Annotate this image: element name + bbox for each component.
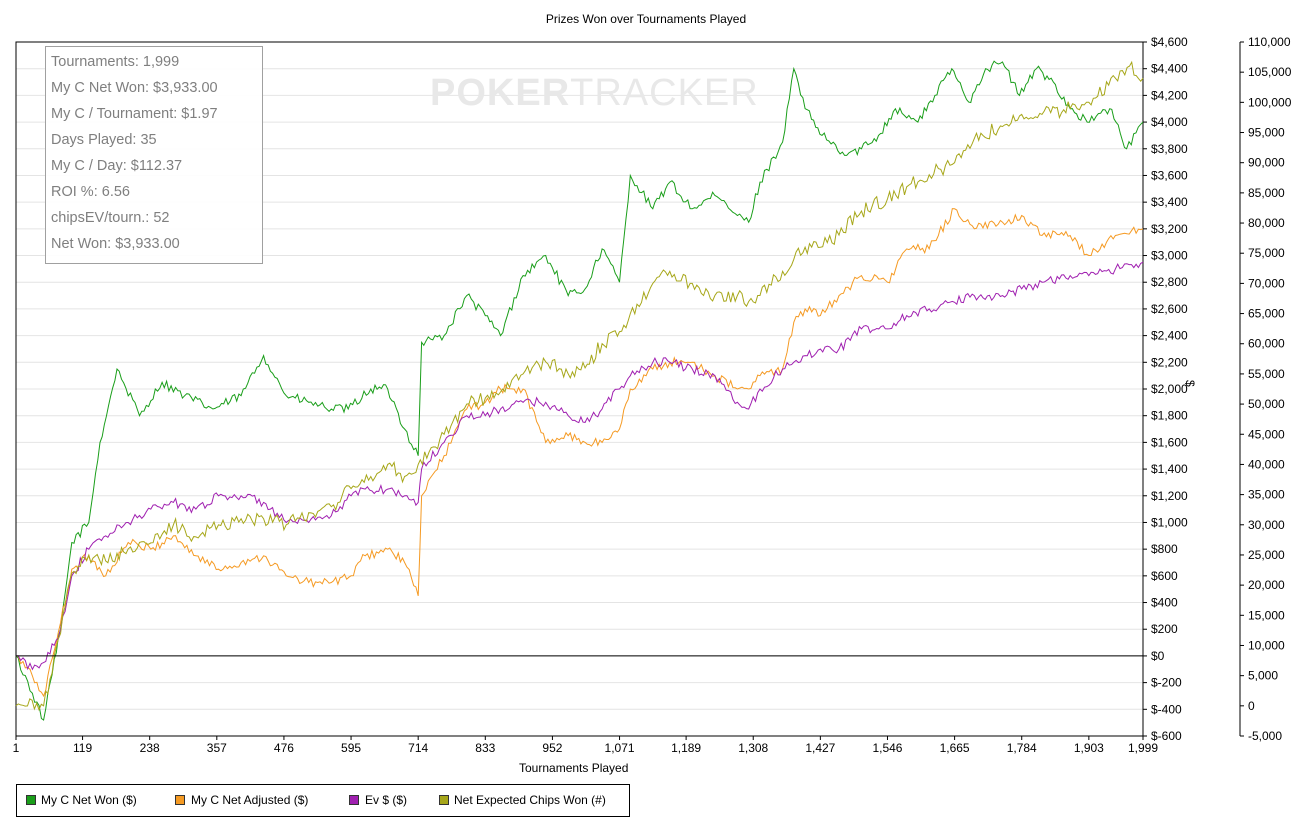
y-tick-label: $-600 [1151, 729, 1182, 743]
y2-tick-label: 25,000 [1248, 548, 1285, 562]
y2-tick-label: 0 [1248, 699, 1255, 713]
y2-tick-label: 45,000 [1248, 427, 1285, 441]
stat-net-won-total: Net Won: $3,933.00 [51, 236, 180, 252]
y-tick-label: $3,600 [1151, 168, 1188, 182]
y-tick-label: $1,200 [1151, 489, 1188, 503]
x-tick-label: 1,071 [605, 741, 635, 755]
legend-label-expected-chips: Net Expected Chips Won (#) [454, 793, 606, 807]
legend-swatch-expected-chips [439, 795, 449, 805]
y-tick-label: $-200 [1151, 676, 1182, 690]
y2-tick-label: 5,000 [1248, 669, 1278, 683]
x-tick-label: 1,189 [671, 741, 701, 755]
stat-tournaments: Tournaments: 1,999 [51, 54, 180, 70]
y2-tick-label: 20,000 [1248, 578, 1285, 592]
legend: My C Net Won ($) My C Net Adjusted ($) E… [16, 784, 630, 817]
y-tick-label: $4,000 [1151, 115, 1188, 129]
y-tick-label: $200 [1151, 622, 1178, 636]
x-tick-label: 833 [475, 741, 495, 755]
chart-title: Prizes Won over Tournaments Played [545, 12, 747, 26]
y-tick-label: $0 [1151, 649, 1165, 663]
y2-tick-label: 75,000 [1248, 246, 1285, 260]
y-tick-label: $3,000 [1151, 249, 1188, 263]
y-tick-label: $2,200 [1151, 355, 1188, 369]
x-tick-label: 476 [274, 741, 294, 755]
x-tick-label: 1,903 [1074, 741, 1104, 755]
y-tick-label: $4,400 [1151, 62, 1188, 76]
y-tick-label: $4,200 [1151, 88, 1188, 102]
series-line-3 [15, 60, 1144, 712]
x-tick-label: 1,665 [940, 741, 970, 755]
series-line-2 [16, 261, 1144, 671]
y2-tick-label: -5,000 [1248, 729, 1282, 743]
stat-roi: ROI %: 6.56 [51, 184, 130, 200]
legend-label-net-adjusted: My C Net Adjusted ($) [191, 793, 309, 807]
y-tick-label: $1,000 [1151, 515, 1188, 529]
y-tick-label: $-400 [1151, 702, 1182, 716]
y2-tick-label: 80,000 [1248, 216, 1285, 230]
pokertracker-watermark: POKERTRACKER [430, 72, 759, 114]
y-tick-label: $1,800 [1151, 409, 1188, 423]
y-tick-label: $1,600 [1151, 435, 1188, 449]
y-axis-label: $ [1183, 380, 1197, 387]
series-line-1 [15, 208, 1144, 698]
y2-tick-label: 100,000 [1248, 95, 1292, 109]
x-tick-label: 952 [542, 741, 562, 755]
y2-tick-label: 110,000 [1248, 35, 1291, 49]
y-tick-label: $2,400 [1151, 329, 1188, 343]
x-tick-label: 238 [140, 741, 160, 755]
y2-tick-label: 65,000 [1248, 307, 1285, 321]
x-tick-label: 357 [207, 741, 227, 755]
y-tick-label: $2,600 [1151, 302, 1188, 316]
y2-tick-label: 10,000 [1248, 638, 1285, 652]
y2-tick-label: 70,000 [1248, 276, 1285, 290]
y-tick-label: $3,800 [1151, 142, 1188, 156]
y-tick-label: $4,600 [1151, 35, 1188, 49]
stat-per-day: My C / Day: $112.37 [51, 158, 183, 174]
y-tick-label: $400 [1151, 596, 1178, 610]
stats-box: Tournaments: 1,999 My C Net Won: $3,933.… [45, 46, 263, 264]
y2-tick-label: 95,000 [1248, 126, 1285, 140]
stat-chips-ev: chipsEV/tourn.: 52 [51, 210, 170, 226]
y2-tick-label: 40,000 [1248, 457, 1285, 471]
y-tick-label: $1,400 [1151, 462, 1188, 476]
legend-label-net-won: My C Net Won ($) [41, 793, 137, 807]
legend-swatch-net-adjusted [175, 795, 185, 805]
x-tick-label: 119 [73, 741, 92, 755]
x-tick-label: 1,784 [1007, 741, 1037, 755]
y-tick-label: $2,800 [1151, 275, 1188, 289]
x-axis-label: Tournaments Played [519, 761, 629, 775]
y-tick-label: $3,200 [1151, 222, 1188, 236]
y-tick-label: $2,000 [1151, 382, 1188, 396]
x-tick-label: 1 [13, 741, 20, 755]
y2-tick-label: 105,000 [1248, 65, 1292, 79]
y2-tick-label: 35,000 [1248, 488, 1285, 502]
legend-label-ev: Ev $ ($) [365, 793, 408, 807]
y2-tick-label: 85,000 [1248, 186, 1285, 200]
y2-tick-label: 60,000 [1248, 337, 1285, 351]
y2-tick-label: 15,000 [1248, 608, 1285, 622]
y-tick-label: $3,400 [1151, 195, 1188, 209]
x-tick-label: 595 [341, 741, 361, 755]
x-tick-label: 1,308 [738, 741, 768, 755]
x-tick-label: 714 [408, 741, 428, 755]
stat-days-played: Days Played: 35 [51, 132, 157, 148]
series-line-0 [15, 60, 1144, 721]
x-tick-label: 1,427 [805, 741, 835, 755]
stat-net-won: My C Net Won: $3,933.00 [51, 80, 218, 96]
stat-per-tournament: My C / Tournament: $1.97 [51, 106, 218, 122]
y2-tick-label: 30,000 [1248, 518, 1285, 532]
y2-tick-label: 55,000 [1248, 367, 1285, 381]
legend-swatch-ev [349, 795, 359, 805]
y-tick-label: $600 [1151, 569, 1178, 583]
x-tick-label: 1,999 [1128, 741, 1158, 755]
y2-tick-label: 50,000 [1248, 397, 1285, 411]
y-tick-label: $800 [1151, 542, 1178, 556]
legend-swatch-net-won [26, 795, 36, 805]
y2-tick-label: 90,000 [1248, 156, 1285, 170]
x-tick-label: 1,546 [872, 741, 902, 755]
